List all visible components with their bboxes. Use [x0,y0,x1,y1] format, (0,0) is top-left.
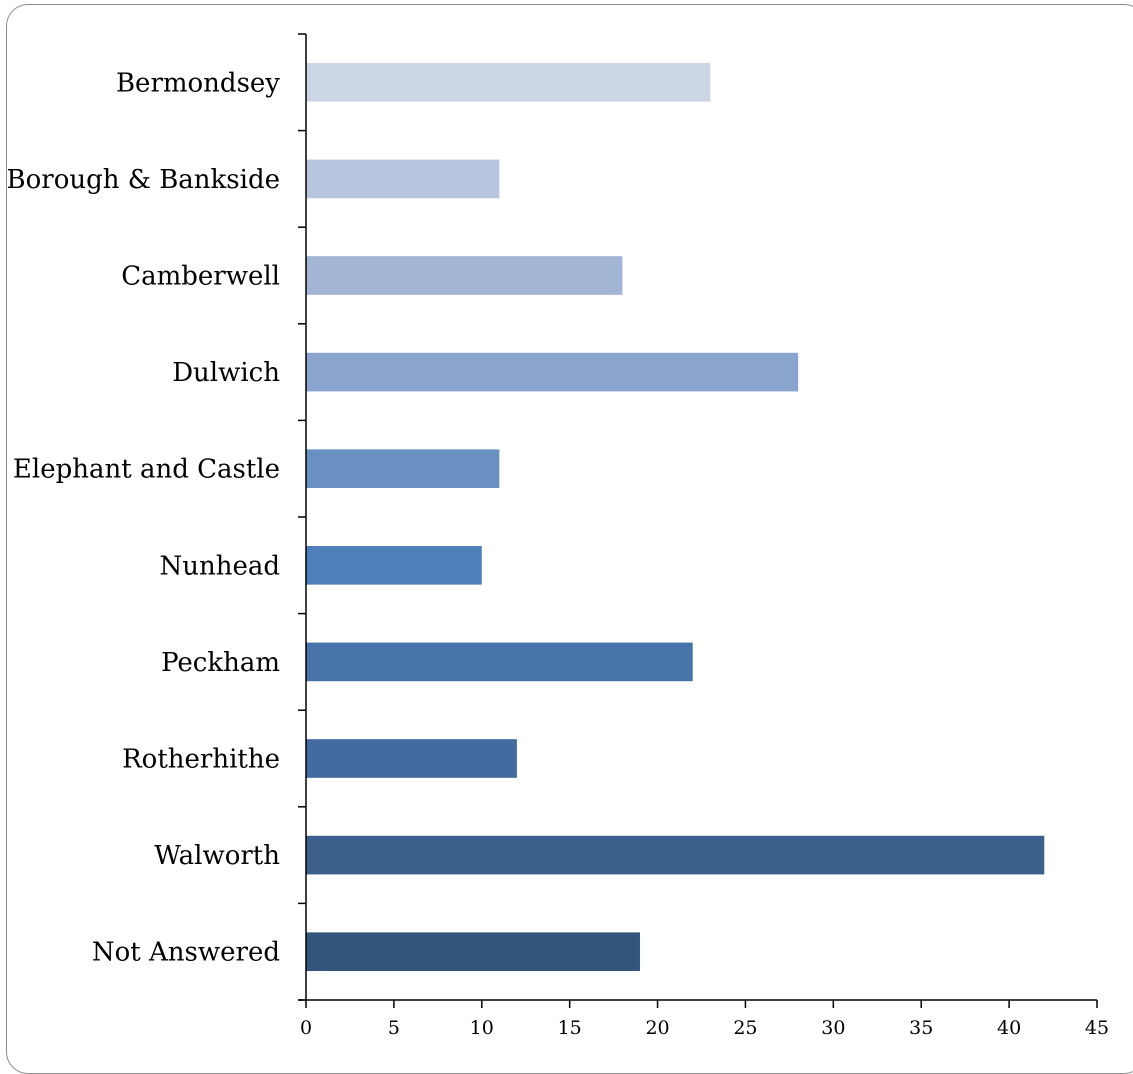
x-tick-label-7: 35 [909,1017,933,1039]
category-label-3: Dulwich [172,358,280,388]
x-tick-label-4: 20 [645,1017,669,1039]
x-tick-label-9: 45 [1085,1017,1109,1039]
bar-4 [306,449,500,489]
x-tick-label-8: 40 [997,1017,1021,1039]
bar-5 [306,545,482,585]
x-tick-label-3: 15 [558,1017,582,1039]
category-label-6: Peckham [161,648,280,678]
bar-6 [306,642,693,682]
bar-3 [306,352,799,392]
bar-2 [306,256,623,295]
category-label-0: Bermondsey [116,68,280,98]
x-tick-label-0: 0 [300,1017,312,1039]
x-tick-label-5: 25 [733,1017,757,1039]
chart-frame [6,4,1133,1074]
category-label-2: Camberwell [121,262,280,292]
bar-1 [306,159,500,199]
bar-7 [306,739,517,778]
x-tick-label-2: 10 [470,1017,494,1039]
bar-0 [306,62,711,102]
x-tick-label-6: 30 [821,1017,845,1039]
category-label-1: Borough & Bankside [7,165,280,195]
category-label-7: Rotherhithe [122,745,280,775]
labels-group: Bermondsey Borough & Bankside Camberwell Du… [7,68,1110,1039]
bars-group [306,62,1045,972]
x-tick-label-1: 5 [388,1017,400,1039]
bar-9 [306,932,640,972]
category-label-9: Not Answered [92,938,280,968]
category-label-5: Nunhead [159,551,280,581]
axes-group [298,33,1098,1008]
category-label-4: Elephant and Castle [13,455,280,485]
bar-8 [306,835,1045,875]
category-label-8: Walworth [154,841,280,871]
